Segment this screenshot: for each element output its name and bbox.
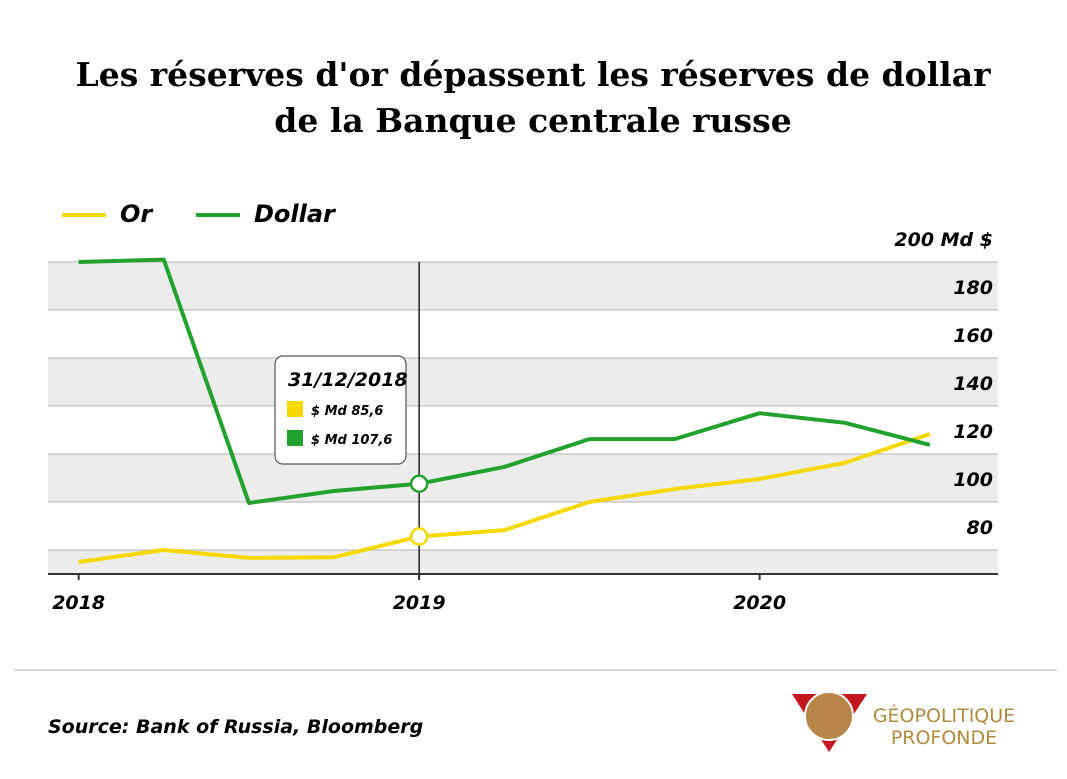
x-tick-label: 2018: [52, 592, 105, 614]
y-tick-label: 160: [953, 325, 993, 347]
tooltip-swatch: [287, 401, 303, 417]
band: [48, 262, 998, 310]
tooltip-box: [274, 355, 407, 465]
legend-label: Dollar: [254, 200, 337, 228]
y-tick-label: 100: [953, 469, 993, 491]
tooltip-date: 31/12/2018: [288, 369, 408, 391]
legend-label: Or: [120, 200, 154, 228]
chart-title: de la Banque centrale russe: [274, 101, 791, 140]
series-line: [78, 432, 931, 564]
tooltip-swatch: [287, 430, 303, 446]
tooltip-item: $ Md 85,6: [311, 404, 383, 419]
x-tick-label: 2019: [393, 592, 446, 614]
highlight-point: [409, 527, 429, 546]
y-tick-label: 200 Md $: [894, 229, 993, 251]
logo-text: PROFONDE: [891, 727, 997, 749]
y-tick-label: 80: [967, 517, 993, 539]
y-tick-label: 180: [953, 277, 993, 299]
chart-title: Les réserves d'or dépassent les réserves…: [76, 55, 992, 94]
y-tick-label: 120: [953, 421, 993, 443]
tooltip: 31/12/2018 $ Md 85,6 $ Md 107,6: [274, 355, 408, 465]
tooltip-item: $ Md 107,6: [311, 433, 392, 448]
series-line: [78, 257, 931, 505]
x-tick-label: 2020: [733, 592, 786, 614]
logo-text: GÉOPOLITIQUE: [873, 704, 1015, 727]
source: Source: Bank of Russia, Bloomberg: [48, 716, 423, 738]
band: [48, 358, 998, 406]
highlight-point: [409, 474, 429, 494]
y-tick-label: 140: [953, 373, 993, 395]
logo: GÉOPOLITIQUE PROFONDE: [792, 691, 1015, 752]
logo-globe: [804, 691, 854, 741]
